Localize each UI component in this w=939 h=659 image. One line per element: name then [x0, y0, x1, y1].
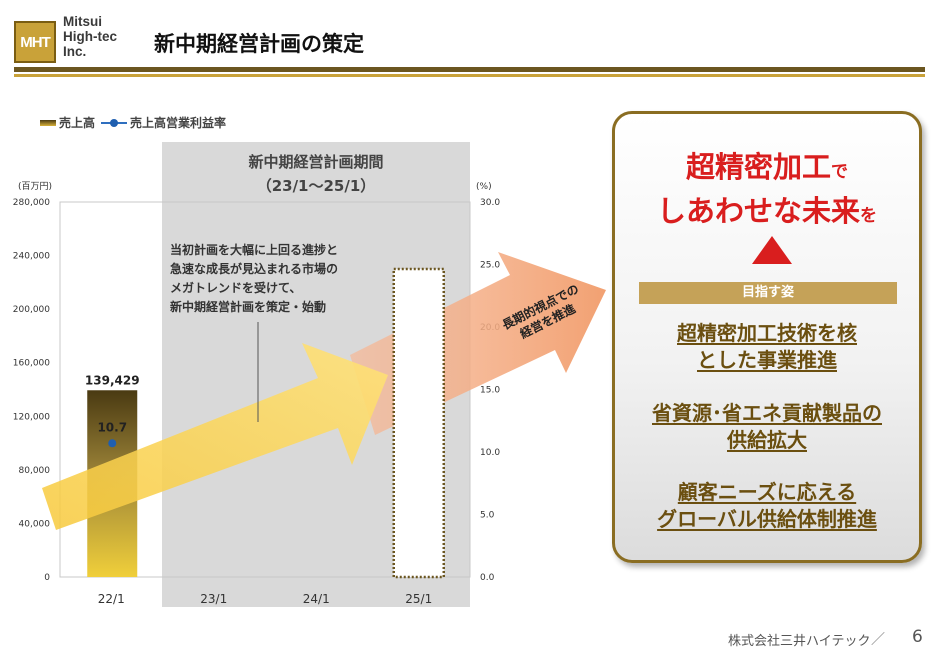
chart-legend: 売上高 売上高営業利益率: [40, 114, 226, 131]
slogan-line-2-main: しあわせな未来: [656, 194, 860, 228]
legend-bar-label: 売上高: [59, 116, 96, 130]
y-left-ticks: 0 40,000 80,000 120,000 160,000 200,000 240,00…: [13, 198, 50, 583]
logo-wordmark: Mitsui High-tec Inc.: [63, 14, 117, 59]
logo-line: High-tec: [63, 29, 117, 44]
y-right-tick-label: 5.0: [480, 511, 495, 521]
footer-company: 株式会社三井ハイテック: [728, 634, 871, 649]
x-tick-label: 23/1: [200, 592, 227, 606]
x-tick-label: 22/1: [98, 592, 125, 606]
page-title: 新中期経営計画の策定: [154, 32, 364, 56]
header-divider-accent: [14, 74, 925, 77]
logo-line: Mitsui: [63, 14, 102, 29]
y-right-tick-label: 15.0: [480, 386, 500, 396]
logo-line: Inc.: [63, 44, 87, 59]
triangle-up-icon: [752, 236, 792, 264]
note-line: 新中期経営計画を策定・始動: [170, 299, 326, 314]
goal-item: 超精密加工技術を核 とした事業推進: [615, 320, 919, 374]
footer-separator: ／: [871, 632, 885, 648]
page-number: 6: [912, 627, 923, 647]
goal-heading: 目指す姿: [639, 282, 897, 304]
margin-data-label: 10.7: [97, 420, 127, 434]
y-left-tick-label: 80,000: [19, 466, 51, 476]
slogan-line-1: 超精密加工で: [615, 144, 919, 186]
legend-line-label: 売上高営業利益率: [130, 116, 227, 130]
y-left-tick-label: 120,000: [13, 412, 50, 422]
period-subtitle: （23/1～25/1）: [257, 177, 376, 195]
y-left-tick-label: 160,000: [13, 359, 50, 369]
note-line: 当初計画を大幅に上回る進捗と: [170, 242, 338, 257]
slogan-line-1-main: 超精密加工: [685, 150, 831, 184]
goal-text: 供給拡大: [727, 428, 807, 452]
x-ticks: 22/1 23/1 24/1 25/1: [98, 592, 432, 606]
y-left-tick-label: 280,000: [13, 198, 50, 208]
goal-text: 省資源･省エネ貢献製品の: [652, 401, 882, 425]
y-left-tick-label: 40,000: [19, 519, 51, 529]
slogan-line-2-particle: を: [860, 206, 877, 226]
goal-item: 顧客ニーズに応える グローバル供給体制推進: [615, 479, 919, 533]
logo-mark: MHT: [20, 33, 50, 51]
y-right-tick-label: 10.0: [480, 448, 500, 458]
goal-text: とした事業推進: [697, 348, 837, 372]
note-line: メガトレンドを受けて、: [170, 280, 301, 295]
legend-line-swatch: [101, 118, 128, 128]
goal-text: 顧客ニーズに応える: [677, 480, 857, 504]
y-right-ticks: 0.05.010.015.020.025.030.0: [480, 198, 500, 583]
company-logo: MHT: [14, 21, 56, 63]
header-divider: [14, 67, 925, 72]
x-tick-label: 25/1: [405, 592, 432, 606]
target-bar-outline: [392, 267, 445, 579]
y-left-tick-label: 0: [44, 573, 50, 583]
goal-text: 超精密加工技術を核: [677, 321, 857, 345]
period-title: 新中期経営計画期間: [248, 153, 383, 171]
y-left-unit: (百万円): [18, 181, 52, 192]
y-right-tick-label: 0.0: [480, 573, 495, 583]
note-line: 急速な成長が見込まれる市場の: [170, 261, 338, 276]
legend-bar-swatch: [40, 119, 56, 126]
margin-point: [108, 439, 117, 448]
goal-item: 省資源･省エネ貢献製品の 供給拡大: [615, 400, 919, 454]
y-right-tick-label: 30.0: [480, 198, 500, 208]
y-left-tick-label: 200,000: [13, 305, 50, 315]
growth-arrow: [42, 343, 388, 530]
y-right-tick-label: 25.0: [480, 261, 500, 271]
vision-panel: 超精密加工で しあわせな未来を 目指す姿 超精密加工技術を核 とした事業推進 省…: [612, 111, 922, 563]
goal-text: グローバル供給体制推進: [657, 507, 877, 531]
y-right-unit: (%): [476, 182, 492, 192]
line-series: 10.7: [97, 420, 127, 448]
x-tick-label: 24/1: [303, 592, 330, 606]
y-left-tick-label: 240,000: [13, 252, 50, 262]
slogan-line-1-particle: で: [831, 162, 848, 182]
revenue-data-label: 139,429: [85, 373, 140, 387]
slogan-line-2: しあわせな未来を: [615, 188, 919, 230]
